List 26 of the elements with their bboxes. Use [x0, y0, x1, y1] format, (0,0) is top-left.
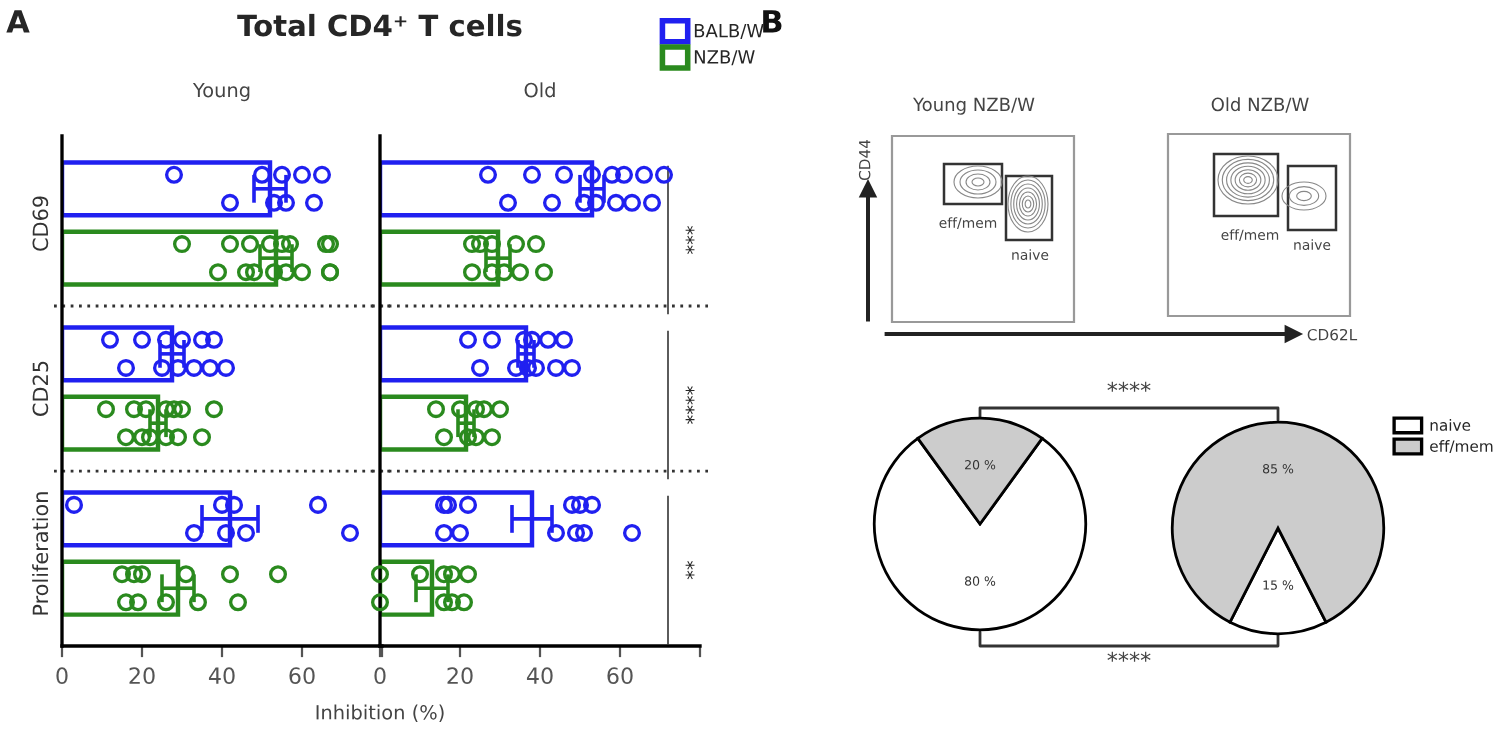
- x-tick-label: 60: [607, 667, 633, 685]
- y-tick-label: CD25: [32, 361, 49, 416]
- text: Young NZB/W: [912, 97, 1035, 115]
- x-axis-title: Inhibition (%): [316, 704, 444, 722]
- x-tick-label: 60: [289, 667, 315, 685]
- text: ****: [1107, 651, 1151, 662]
- annotation: **: [685, 560, 695, 580]
- y-tick-label: Proliferation: [32, 492, 49, 615]
- chart-title: Total CD4⁺ T cells: [237, 13, 522, 37]
- text: B: [763, 10, 782, 33]
- annotation: ****: [685, 386, 695, 424]
- chart-title: Old: [524, 82, 555, 98]
- chart-subtitle: Young: [192, 82, 250, 102]
- x-tick-label: 20: [129, 667, 155, 685]
- text: Old NZB/W: [1211, 97, 1309, 113]
- x-tick-label: 0: [374, 667, 386, 685]
- x-tick-label: 20: [447, 667, 473, 685]
- text: A: [6, 10, 30, 33]
- x-tick-label: 0: [56, 667, 68, 685]
- annotation: ***: [685, 225, 695, 254]
- x-tick-label: 40: [208, 667, 235, 685]
- text: ****: [1107, 381, 1151, 392]
- x-tick-label: 40: [526, 667, 553, 685]
- y-tick-label: CD69: [32, 196, 49, 251]
- legend-label: BALB/W: [694, 24, 764, 39]
- legend-label: NZB/W: [694, 50, 755, 66]
